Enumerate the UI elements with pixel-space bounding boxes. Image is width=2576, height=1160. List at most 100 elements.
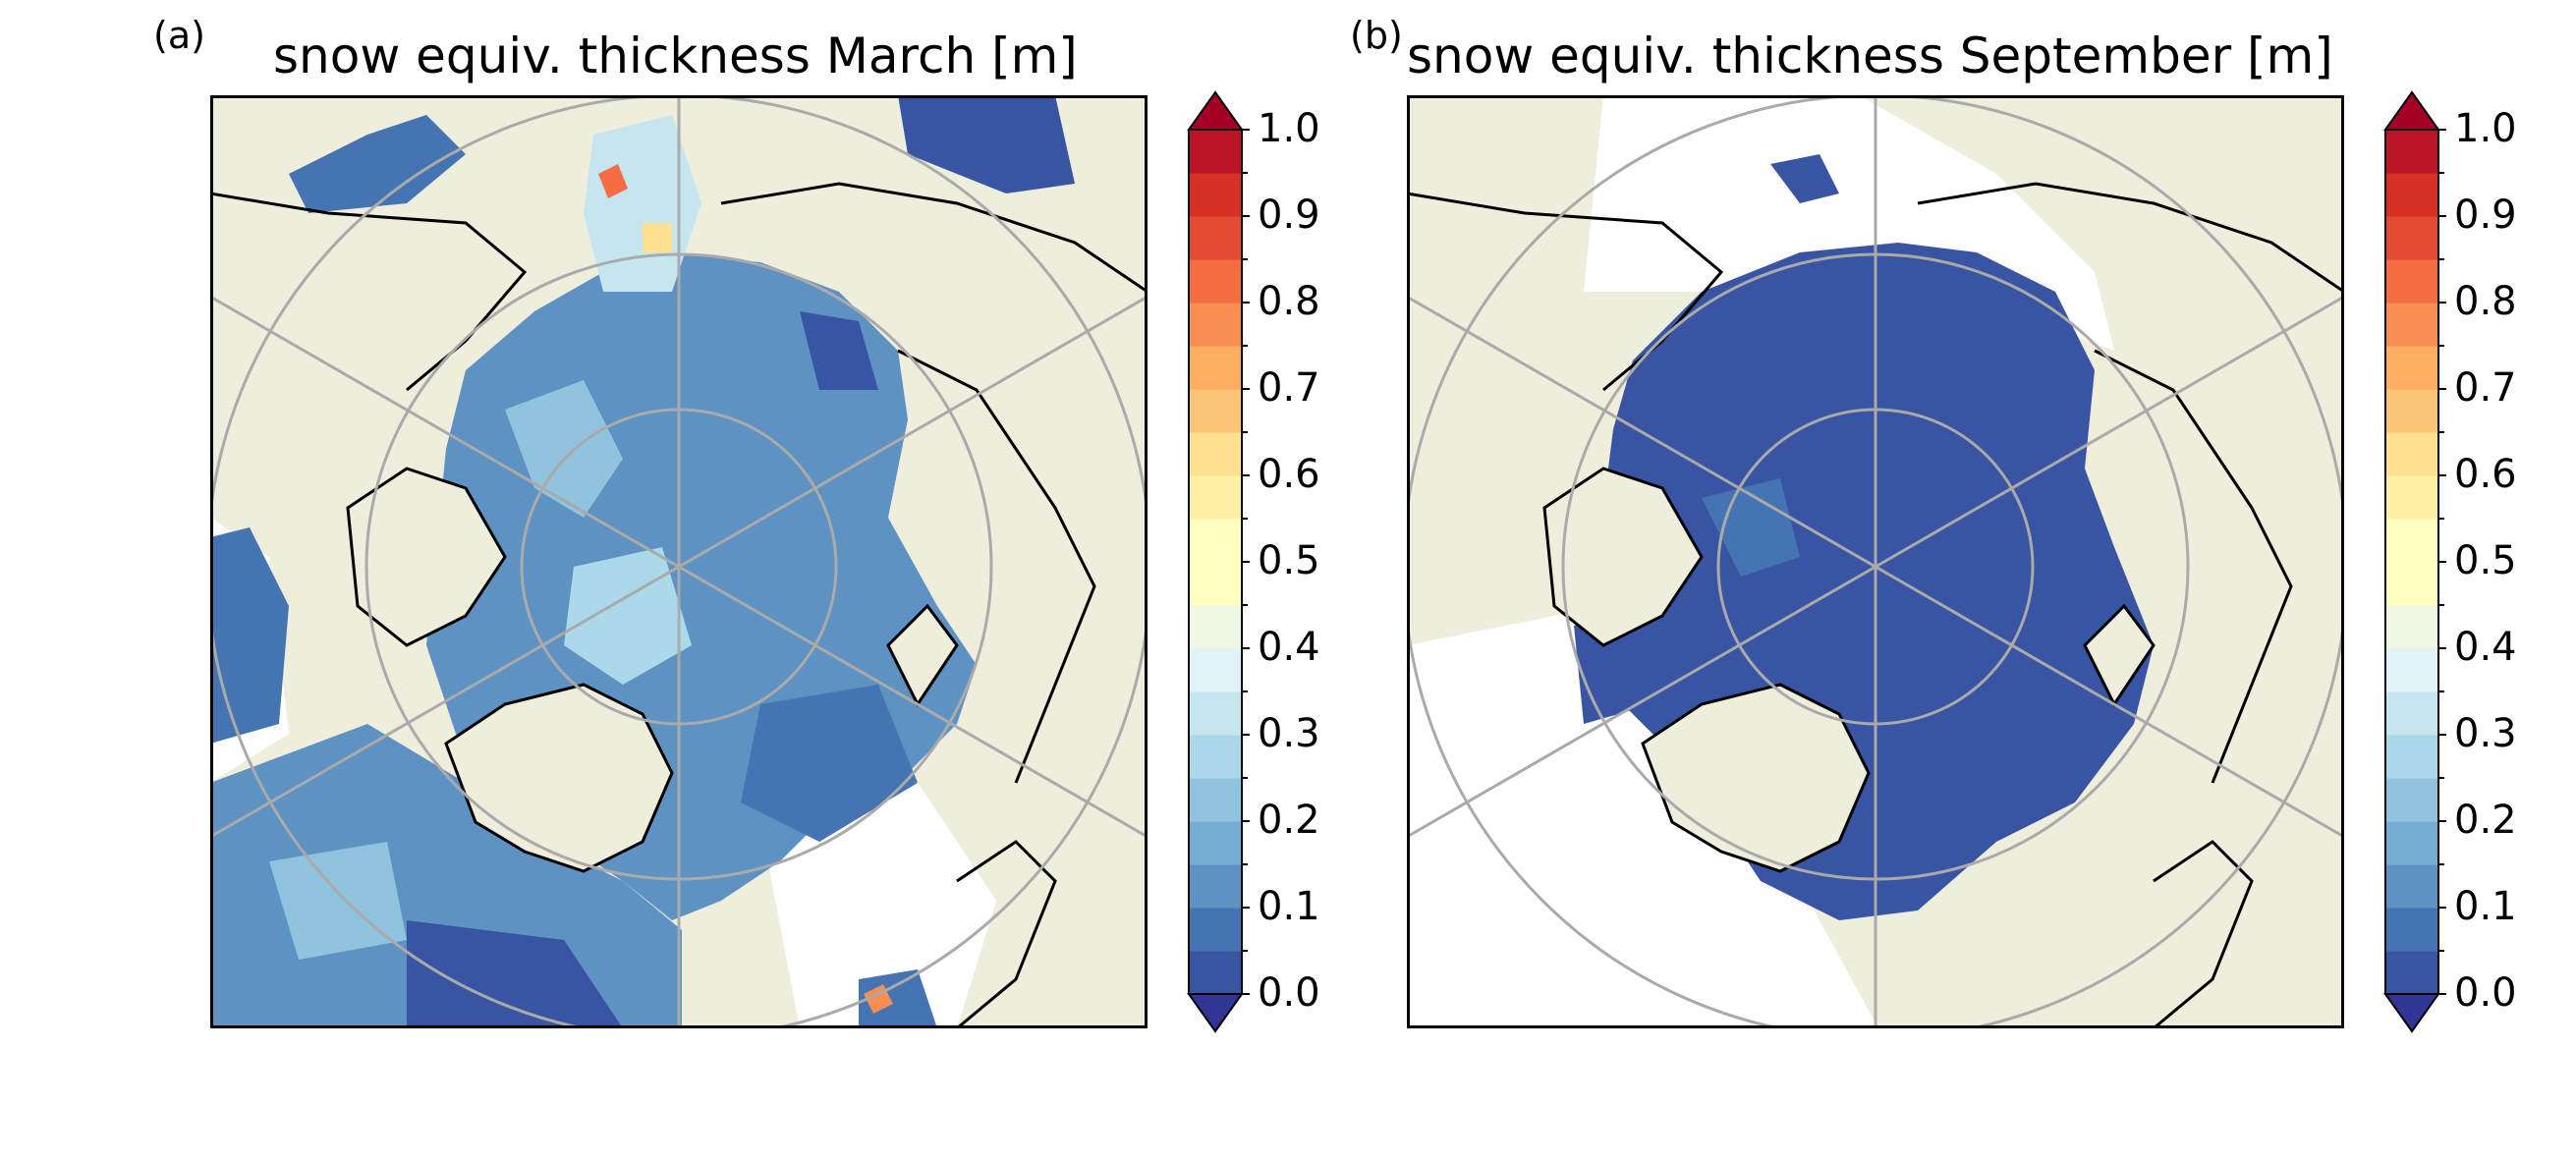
snow-field-atlantic-dark — [407, 920, 623, 1028]
snow-field-baltic — [859, 969, 937, 1028]
colorbar-tick-label: 0.8 — [2454, 279, 2517, 324]
colorbar-segment — [1189, 605, 1242, 649]
panel-b-title: snow equiv. thickness September [m] — [1407, 28, 2333, 84]
colorbar-segment — [2385, 864, 2438, 909]
open-water-region — [1407, 606, 1878, 1028]
colorbar-segment — [1189, 778, 1242, 822]
colorbar-segment — [2385, 908, 2438, 952]
colorbar-segment — [1189, 346, 1242, 390]
colorbar-segment — [1189, 648, 1242, 692]
colorbar-tick-label: 0.6 — [1258, 452, 1320, 497]
colorbar-segment — [2385, 216, 2438, 260]
colorbar-tick-label: 0.1 — [1258, 884, 1320, 929]
colorbar-segment — [1189, 735, 1242, 779]
eurasian-coast — [720, 182, 1148, 294]
colorbar-segment — [2385, 605, 2438, 649]
colorbar-extend-max — [1187, 90, 1244, 131]
colorbar-tick-label: 0.8 — [1258, 279, 1320, 324]
colorbar-segment — [2385, 475, 2438, 520]
snow-field-labrador — [210, 527, 289, 744]
colorbar-tick-label: 0.7 — [2454, 365, 2517, 411]
colorbar-tick-label: 0.5 — [1258, 538, 1320, 583]
scandinavia-coast — [2153, 840, 2254, 1028]
colorbar-segment — [1189, 130, 1242, 174]
colorbar-segment — [1189, 216, 1242, 260]
map-september — [1407, 95, 2344, 1028]
colorbar-tick-label: 0.2 — [2454, 798, 2517, 843]
colorbar-segment — [1189, 821, 1242, 865]
colorbar-segment — [2385, 951, 2438, 995]
colorbar-tick-label: 0.5 — [2454, 538, 2517, 583]
panel-a-label: (a) — [153, 14, 205, 57]
colorbar-segment — [1189, 519, 1242, 563]
graticule — [1407, 95, 2344, 1028]
panel-b-label: (b) — [1350, 14, 1403, 57]
colorbar-segment — [1189, 951, 1242, 995]
snow-field-top-right — [898, 95, 1075, 193]
snow-field-dark-patch — [741, 685, 918, 842]
colorbar-extend-min — [2383, 993, 2440, 1033]
map-march — [210, 95, 1148, 1028]
eurasian-coast — [897, 349, 1096, 784]
snow-field-bering-yellow — [643, 223, 672, 252]
colorbar-march — [1187, 90, 1250, 1033]
colorbar-segment — [1189, 173, 1242, 217]
colorbar-tick-label: 0.0 — [2454, 970, 2517, 1016]
colorbar-segment — [2385, 648, 2438, 692]
colorbar-tick-label: 0.4 — [1258, 625, 1320, 670]
colorbar-segment — [2385, 130, 2438, 174]
colorbar-segment — [1189, 864, 1242, 909]
colorbar-segment — [2385, 259, 2438, 304]
novaya-zemlya — [2083, 603, 2156, 707]
colorbar-tick-label: 0.0 — [1258, 970, 1320, 1016]
colorbar-tick-label: 0.4 — [2454, 625, 2517, 670]
snow-field-dark-patch — [800, 311, 878, 390]
canadian-archipelago — [346, 467, 507, 647]
colorbar-extend-min — [1187, 993, 1244, 1033]
colorbar-tick-label: 1.0 — [1258, 106, 1320, 151]
scandinavia-coast — [956, 840, 1057, 1028]
colorbar-segment — [2385, 346, 2438, 390]
colorbar-tick-label: 0.6 — [2454, 452, 2517, 497]
colorbar-september — [2383, 90, 2446, 1033]
snow-field-slight-patch — [1702, 478, 1800, 577]
colorbar-tick-label: 1.0 — [2454, 106, 2517, 151]
eurasian-coast — [2094, 349, 2293, 784]
snow-field-bering-hot — [598, 164, 628, 198]
colorbar-segment — [2385, 432, 2438, 476]
colorbar-segment — [2385, 562, 2438, 606]
colorbar-tick-label: 0.9 — [2454, 193, 2517, 238]
colorbar-tick-label: 0.1 — [2454, 884, 2517, 929]
colorbar-segment — [2385, 519, 2438, 563]
colorbar-segment — [1189, 303, 1242, 347]
canadian-archipelago — [1542, 467, 1704, 647]
snow-field-atlantic-light — [269, 842, 407, 960]
graticule — [210, 95, 1148, 1028]
colorbar-tick-label: 0.3 — [1258, 711, 1320, 756]
colorbar-segment — [2385, 303, 2438, 347]
colorbar-segment — [1189, 432, 1242, 476]
colorbar-segment — [1189, 475, 1242, 520]
eurasian-coast — [1917, 182, 2344, 294]
colorbar-segment — [2385, 821, 2438, 865]
colorbar-segment — [1189, 691, 1242, 736]
colorbar-segment — [1189, 389, 1242, 433]
colorbar-segment — [2385, 691, 2438, 736]
snow-field-light-patch — [564, 547, 692, 685]
novaya-zemlya — [886, 603, 959, 707]
colorbar-tick-label: 0.3 — [2454, 711, 2517, 756]
colorbar-extend-max — [2383, 90, 2440, 131]
colorbar-segment — [1189, 562, 1242, 606]
colorbar-tick-label: 0.2 — [1258, 798, 1320, 843]
panel-a-title: snow equiv. thickness March [m] — [273, 28, 1078, 84]
colorbar-segment — [2385, 173, 2438, 217]
snow-field-okhotsk — [289, 115, 466, 213]
snow-field-bering — [1770, 154, 1839, 203]
colorbar-segment — [2385, 735, 2438, 779]
colorbar-segment — [1189, 259, 1242, 304]
colorbar-segment — [2385, 778, 2438, 822]
colorbar-segment — [2385, 389, 2438, 433]
colorbar-tick-label: 0.9 — [1258, 193, 1320, 238]
colorbar-tick-label: 0.7 — [1258, 365, 1320, 411]
colorbar-segment — [1189, 908, 1242, 952]
